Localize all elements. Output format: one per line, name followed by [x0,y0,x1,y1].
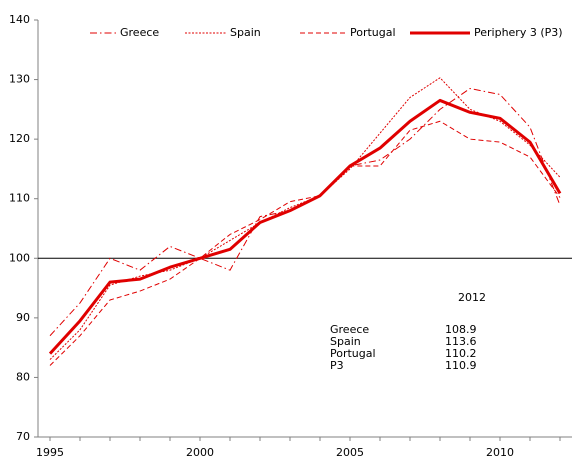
annotation-value: 110.2 [445,347,477,360]
y-tick-label: 130 [9,73,30,86]
annotation-value: 110.9 [445,359,477,372]
annotation-name: Greece [330,323,369,336]
legend-label: Greece [120,26,159,39]
x-tick-label: 2010 [486,446,514,459]
series-line [49,77,561,360]
y-tick-label: 70 [16,430,30,443]
y-tick-label: 140 [9,13,30,26]
series-line [49,120,561,366]
y-tick-label: 110 [9,192,30,205]
legend-label: Portugal [350,26,396,39]
legend-label: Spain [230,26,261,39]
series-line [48,98,562,355]
annotation-title: 2012 [458,291,486,304]
y-tick-label: 90 [16,311,30,324]
y-tick-label: 120 [9,132,30,145]
y-tick-label: 80 [16,370,30,383]
annotation-name: Spain [330,335,361,348]
x-tick-label: 1995 [36,446,64,459]
x-tick-label: 2005 [336,446,364,459]
annotation-value: 113.6 [445,335,477,348]
annotation-value: 108.9 [445,323,477,336]
annotation-name: P3 [330,359,344,372]
series-line [49,88,561,337]
y-tick-label: 100 [9,251,30,264]
annotation-name: Portugal [330,347,376,360]
legend-label: Periphery 3 (P3) [474,26,563,39]
x-tick-label: 2000 [186,446,214,459]
